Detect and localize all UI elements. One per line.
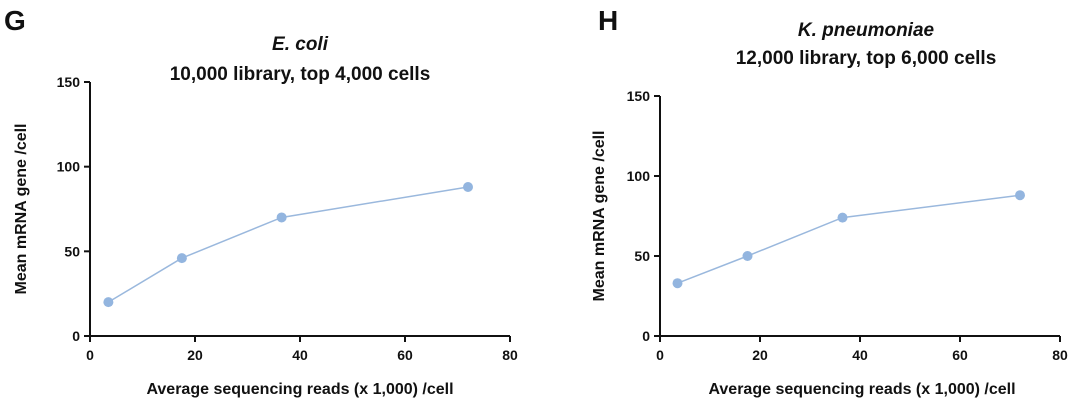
panel-h-x-axis-label: Average sequencing reads (x 1,000) /cell: [708, 381, 1015, 398]
panel-g-series-line: [107, 186, 469, 303]
panel-g-data-point: [176, 253, 187, 264]
panel-h-data-point: [672, 278, 683, 289]
panel-g-data-point: [276, 212, 287, 223]
panel-h-x-tick-label: 80: [1052, 347, 1068, 363]
panel-g-x-tick-label: 80: [502, 347, 518, 363]
panel-g-y-tick-label: 0: [72, 328, 80, 344]
panel-g-data-point: [463, 181, 473, 192]
panel-h-title: 12,000 library, top 6,000 cells: [736, 48, 997, 69]
panel-h-x-tick-label: 60: [952, 347, 968, 363]
panel-g-title: 10,000 library, top 4,000 cells: [170, 64, 431, 85]
panel-g-y-tick-label: 100: [57, 159, 81, 175]
panel-h-y-tick-label: 150: [627, 88, 651, 104]
panel-g-x-tick-label: 60: [397, 347, 413, 363]
panel-h-y-tick-label: 100: [627, 168, 651, 184]
panel-g-title-organism: E. coli: [272, 34, 329, 55]
panel-g-y-tick-label: 150: [57, 74, 81, 90]
panel-g-data-point: [103, 297, 114, 308]
panel-g-x-tick-label: 0: [86, 347, 94, 363]
panel-h-y-axis-label: Mean mRNA gene /cell: [591, 130, 608, 301]
panel-h-y-tick-label: 0: [642, 328, 650, 344]
panel-g-x-tick-label: 20: [187, 347, 203, 363]
panel-h-data-point: [837, 212, 848, 223]
panel-h-data-point: [1015, 190, 1025, 201]
panel-h-letter: H: [598, 5, 618, 36]
panel-h-series-line: [677, 194, 1021, 284]
panel-h-x-tick-label: 0: [656, 347, 664, 363]
panel-g-x-tick-label: 40: [292, 347, 308, 363]
panel-h-x-tick-label: 20: [752, 347, 768, 363]
panel-g-y-axis-label: Mean mRNA gene /cell: [13, 123, 30, 294]
panel-h-data-point: [742, 251, 753, 261]
panel-h-x-tick-label: 40: [852, 347, 868, 363]
panel-h-y-tick-label: 50: [634, 248, 650, 264]
panel-h-title-organism: K. pneumoniae: [798, 20, 935, 41]
panel-g-x-axis-label: Average sequencing reads (x 1,000) /cell: [146, 381, 453, 398]
panel-g-y-tick-label: 50: [64, 243, 80, 259]
panel-g-letter: G: [4, 5, 26, 36]
